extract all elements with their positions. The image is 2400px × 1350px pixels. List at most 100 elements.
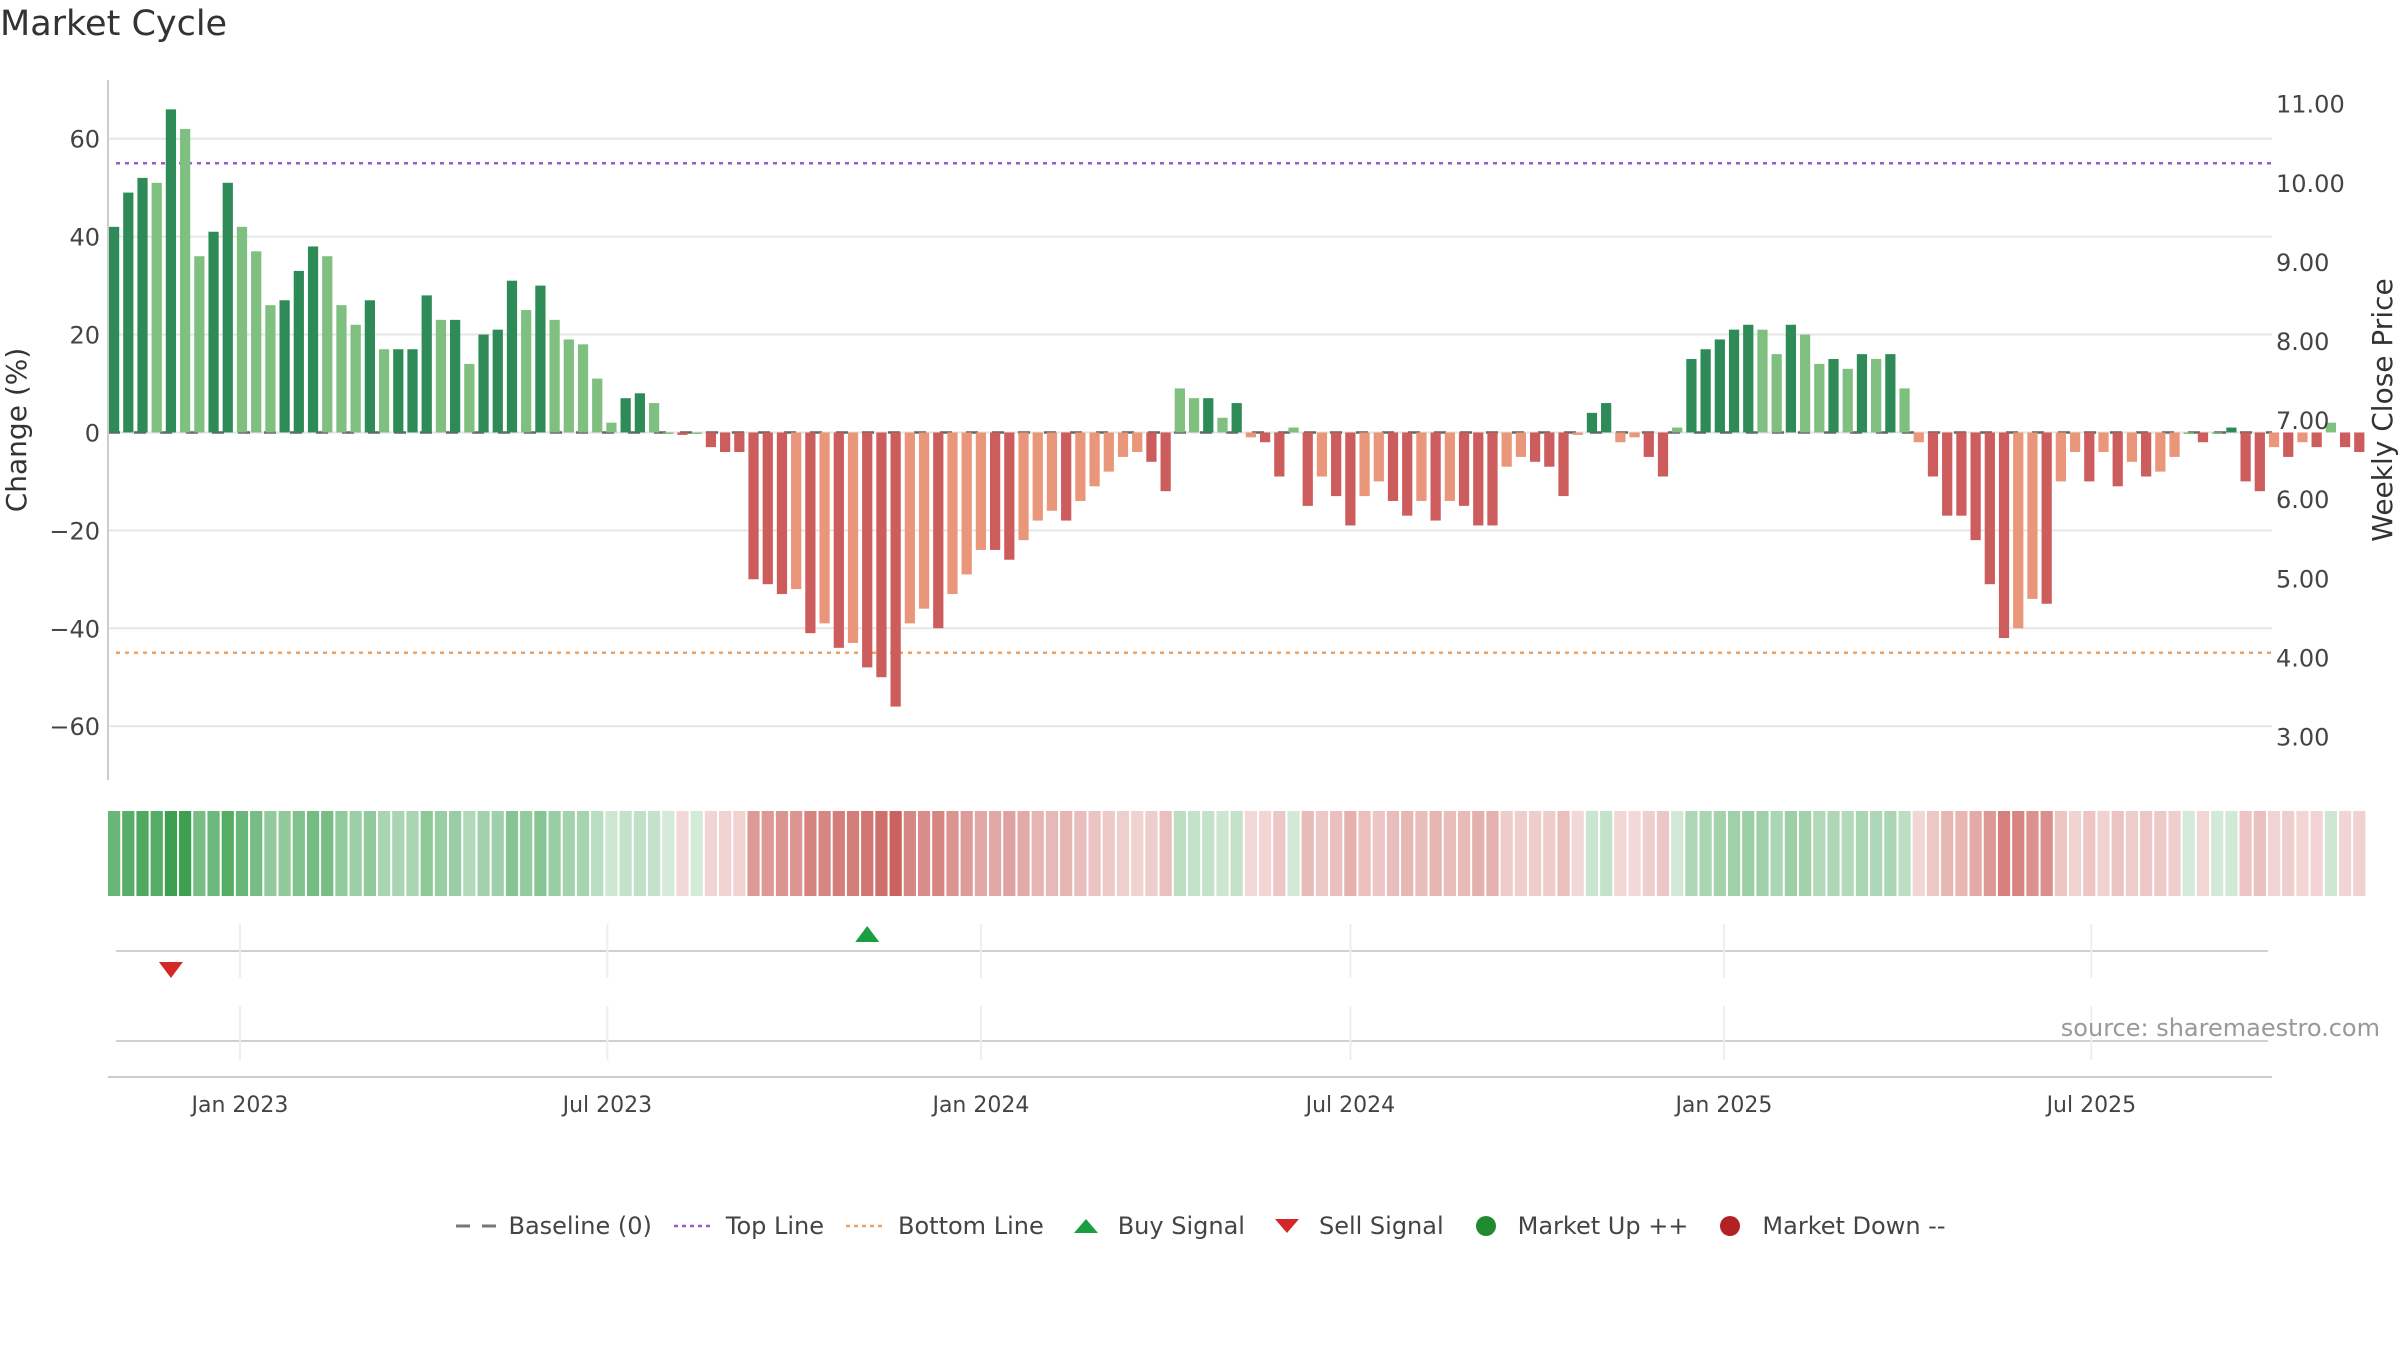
bar [2254,432,2265,492]
heat-cell [576,811,590,896]
heat-cell [1259,811,1272,896]
heat-cell [1514,811,1527,896]
bar [847,432,859,643]
bar [1501,432,1512,467]
heat-cell [2168,811,2181,896]
legend: Baseline (0) Top Line Bottom Line Buy Signa… [0,1206,2400,1246]
heat-cell [960,811,973,896]
heat-cell [2211,811,2224,896]
heat-cell [633,811,646,896]
heat-cell [2140,811,2153,896]
bar [165,109,177,433]
heat-cell [1813,811,1826,896]
reference-lines [108,161,2272,654]
heat-cell [1273,811,1286,896]
bar [1473,432,1484,526]
bar [1558,432,1569,497]
heat-cell [349,811,362,896]
heat-cell [548,811,561,896]
legend-circle [1720,1216,1741,1236]
heat-cell [1287,811,1300,896]
heat-cell [1699,811,1712,896]
legend-circle [1475,1216,1496,1236]
y2-tick-label: 10.00 [2276,170,2345,198]
y2-tick-label: 4.00 [2276,644,2329,672]
heat-cell [804,811,817,896]
heat-cell [534,811,547,896]
legend-label: Baseline (0) [508,1212,652,1240]
heat-cell [932,811,945,896]
heat-cell [434,811,448,896]
bar [421,295,432,433]
bar [606,422,617,433]
legend-item: Baseline (0) [454,1212,652,1240]
bar [549,319,560,433]
heat-cell [1870,811,1883,896]
bar [293,270,304,433]
buy-signal-marker [855,926,880,942]
heat-cell [1884,811,1897,896]
bar [2112,432,2123,487]
heat-cell [1628,811,1641,896]
bar [663,432,674,434]
heat-cell [1671,811,1684,896]
bar [1444,432,1455,501]
bar [1714,339,1725,433]
heat-cell [1159,811,1172,896]
bar [1544,432,1555,467]
bar [2212,432,2223,434]
heat-cell [2310,811,2323,896]
bar [776,432,788,594]
heat-cell [2239,811,2252,896]
bar [2297,432,2308,443]
bar [1274,432,1285,477]
heat-cell [1457,811,1471,896]
heat-cell [1756,811,1769,896]
heat-cell [1102,811,1115,896]
bar [1217,417,1228,433]
bar [1657,432,1669,477]
baseline-dash-icon [456,1224,497,1228]
bar [677,432,688,435]
heat-cell [520,811,533,896]
bar [1331,432,1342,497]
heat-cell [1315,811,1329,896]
heat-cell [1031,811,1044,896]
heat-cell [2026,811,2039,896]
y-tick-label: 40 [69,224,100,252]
heat-cell [1415,811,1428,896]
heat-cell [2012,811,2025,896]
heat-cell [1202,811,1215,896]
bar [1885,354,1896,433]
bar [1814,363,1825,433]
heat-cell [733,811,746,896]
y-axis-title: Change (%) [0,348,33,513]
bar [1288,427,1299,433]
x-tick-label: Jul 2024 [1304,1093,1396,1118]
heat-cell [1372,811,1385,896]
heat-cell [1600,811,1613,896]
heat-cell [463,811,476,896]
bar [705,432,717,448]
bar [1117,432,1129,457]
bar [2325,422,2336,433]
bar [1757,329,1768,433]
heat-cell [605,811,618,896]
bar [407,349,418,433]
legend-item: Market Up ++ [1464,1212,1688,1240]
heat-cell [505,811,519,896]
bar [1387,432,1399,501]
y2-tick-label: 3.00 [2276,723,2329,751]
bar [620,398,631,433]
heat-cell [1784,811,1797,896]
bar [1373,432,1384,482]
bar [933,432,944,629]
bar [1089,432,1100,487]
bar [1032,432,1043,521]
bar [506,280,518,433]
bar [279,300,290,433]
heat-cell [1742,811,1755,896]
heat-cell [1344,811,1357,896]
bar [1018,432,1029,541]
bar [2268,432,2280,448]
